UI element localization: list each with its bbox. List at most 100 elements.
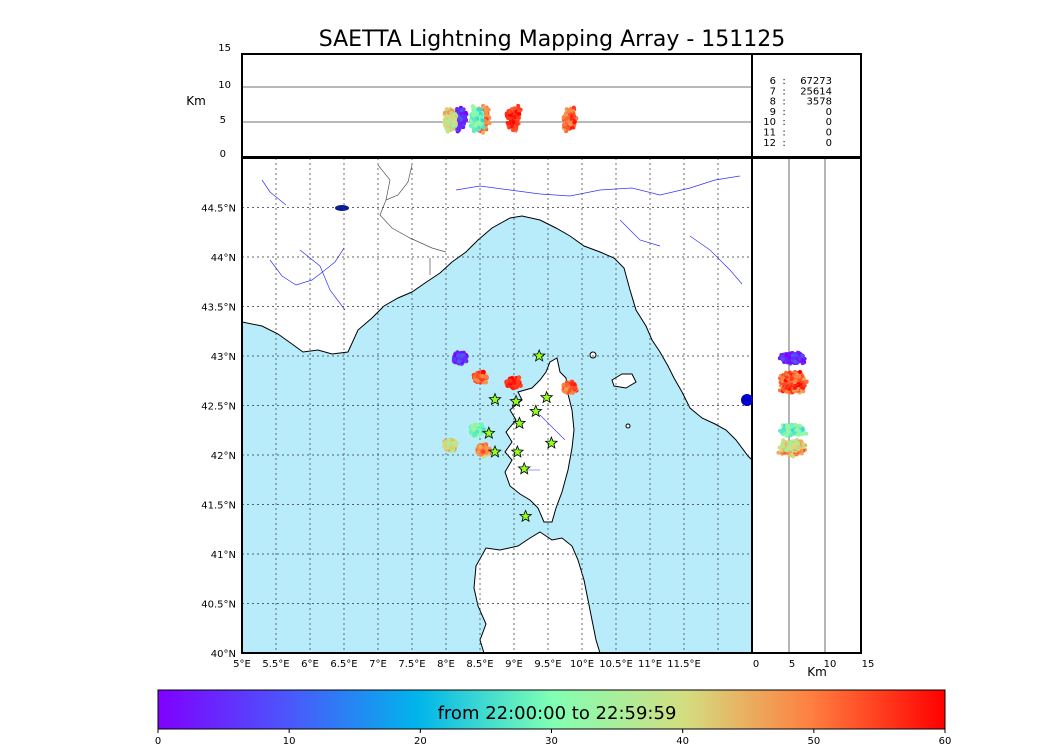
count-stations: 9 xyxy=(770,107,776,118)
map-ytick: 43.5°N xyxy=(201,303,236,314)
lightning-source-alt-lat xyxy=(789,422,794,427)
lightning-source-alt-lat xyxy=(777,445,782,450)
lightning-source-alt-lat xyxy=(801,442,806,447)
lightning-source-alt-lon xyxy=(481,105,486,110)
edge-marker xyxy=(741,394,753,406)
lightning-source-alt-lat xyxy=(798,369,803,374)
lightning-source-alt-lat xyxy=(789,377,794,382)
lightning-source xyxy=(481,427,486,432)
lightning-source xyxy=(484,445,489,451)
lightning-source-alt-lon xyxy=(511,120,516,125)
top-ytick-0: 0 xyxy=(220,149,226,160)
colorbar-tick-label: 20 xyxy=(414,736,427,747)
map-scatter xyxy=(441,350,579,459)
station-star-icon xyxy=(509,394,523,408)
count-value: 25614 xyxy=(800,86,832,97)
lightning-source-alt-lon xyxy=(471,127,476,132)
count-sep: : xyxy=(782,128,785,139)
lightning-source-alt-lon xyxy=(508,116,513,121)
lightning-source xyxy=(569,381,574,387)
station-markers xyxy=(482,348,559,523)
map-ytick: 41°N xyxy=(211,550,236,561)
lightning-source-alt-lon xyxy=(445,124,450,129)
chart-title: SAETTA Lightning Mapping Array - 151125 xyxy=(319,27,786,52)
station-star-icon xyxy=(544,435,559,449)
colorbar-tick-label: 40 xyxy=(676,736,689,747)
lake xyxy=(335,205,349,211)
lightning-source-alt-lon xyxy=(458,124,463,129)
lightning-source-alt-lat xyxy=(787,442,792,447)
lightning-source-alt-lat xyxy=(788,433,793,438)
lightning-source xyxy=(514,384,519,390)
lightning-source-alt-lon xyxy=(480,118,485,123)
capraia-island xyxy=(589,351,597,359)
lightning-source xyxy=(480,373,485,379)
map-ytick: 42.5°N xyxy=(201,402,236,413)
count-stations: 11 xyxy=(763,128,776,139)
lightning-source-alt-lon xyxy=(512,114,517,119)
lightning-source xyxy=(481,369,486,375)
map-xtick: 11°E xyxy=(638,659,662,670)
map-xtick: 5.5°E xyxy=(262,659,289,670)
count-sep: : xyxy=(782,97,785,108)
station-star-icon xyxy=(512,416,527,430)
lightning-source-alt-lon xyxy=(472,119,477,124)
count-stations: 7 xyxy=(770,86,776,97)
lightning-source-alt-lon xyxy=(563,112,568,117)
station-star-icon xyxy=(510,444,525,458)
station-star-icon xyxy=(539,390,554,404)
count-stations: 12 xyxy=(763,138,776,149)
count-sep: : xyxy=(782,117,785,128)
lightning-source-alt-lon xyxy=(517,111,522,116)
station-star-icon xyxy=(482,426,496,440)
top-scatter xyxy=(442,103,579,135)
lightning-source-alt-lon xyxy=(564,116,569,121)
lightning-source-alt-lon xyxy=(514,126,519,131)
lightning-source-alt-lat xyxy=(784,359,789,364)
map-xtick: 9.5°E xyxy=(534,659,561,670)
lightning-source xyxy=(481,449,486,454)
lightning-source xyxy=(479,422,485,428)
colorbar-tick-label: 50 xyxy=(807,736,820,747)
lightning-source-alt-lon xyxy=(449,110,454,115)
lightning-source-alt-lon xyxy=(470,104,475,109)
lightning-source-alt-lat xyxy=(787,371,792,376)
lightning-source-alt-lon xyxy=(447,115,452,120)
lightning-source-alt-lat xyxy=(780,356,785,361)
station-count-table: 6: 67273 7: 25614 8: 3578 9: 0 10: 0 11: 0 12: 0 xyxy=(763,76,832,149)
count-value: 67273 xyxy=(800,76,832,87)
sea-area xyxy=(242,215,752,653)
station-star-icon xyxy=(518,509,533,523)
station-star-icon xyxy=(488,444,502,458)
top-panel-frame xyxy=(241,53,753,158)
lightning-source-alt-lon xyxy=(571,105,576,110)
lightning-source-alt-lon xyxy=(461,120,466,125)
border-line xyxy=(377,164,447,275)
map-panel: 5°E 5.5°E 6°E 6.5°E 7°E 7.5°E 8°E 8.5°E 9°E 9.5°E… xyxy=(201,157,753,670)
count-value: 0 xyxy=(826,128,832,139)
lightning-source-alt-lon xyxy=(475,127,480,132)
lightning-source xyxy=(507,378,513,383)
lightning-source-alt-lat xyxy=(804,380,809,385)
lightning-source xyxy=(505,383,510,388)
lightning-source-alt-lat xyxy=(791,430,796,435)
count-value: 0 xyxy=(826,138,832,149)
lightning-source-alt-lon xyxy=(507,108,512,113)
lightning-source-alt-lon xyxy=(463,110,468,115)
lightning-source-alt-lat xyxy=(797,374,802,379)
lightning-source-alt-lon xyxy=(569,116,574,121)
lightning-source-alt-lon xyxy=(504,111,509,116)
colorbar-tick-label: 0 xyxy=(155,736,161,747)
right-xtick-15: 15 xyxy=(862,659,875,670)
right-xtick-5: 5 xyxy=(789,659,795,670)
lightning-source-alt-lon xyxy=(444,107,449,112)
lightning-source-alt-lat xyxy=(800,427,805,432)
lightning-source xyxy=(456,353,461,358)
map-xtick: 6.5°E xyxy=(330,659,357,670)
lightning-source-alt-lon xyxy=(483,119,488,124)
lightning-source-alt-lat xyxy=(784,447,789,452)
map-xtick: 7°E xyxy=(369,659,387,670)
lightning-source xyxy=(511,380,517,385)
lightning-source xyxy=(571,385,577,391)
lightning-source-alt-lon xyxy=(450,123,455,128)
